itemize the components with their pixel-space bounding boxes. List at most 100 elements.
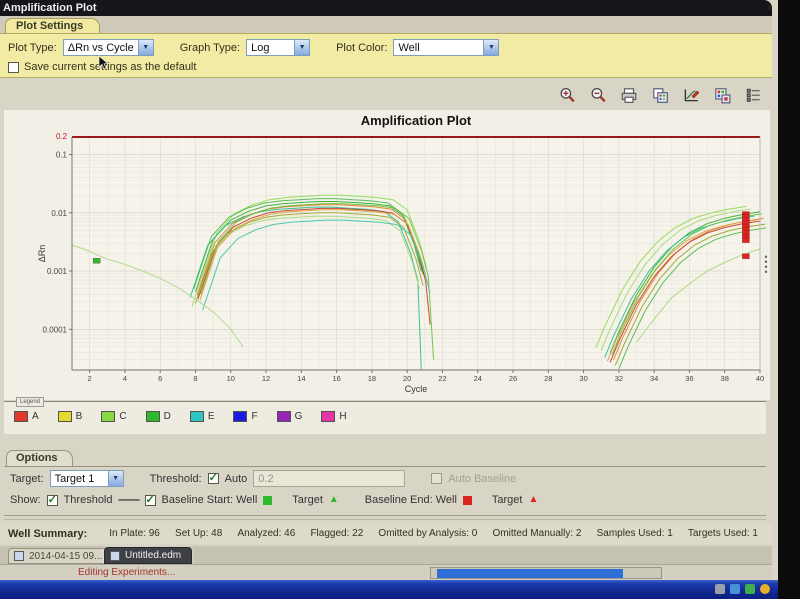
- svg-text:6: 6: [158, 374, 162, 383]
- auto-baseline-label: Auto Baseline: [448, 472, 517, 485]
- chevron-down-icon: ▼: [294, 40, 310, 55]
- graph-type-label: Graph Type:: [179, 41, 241, 54]
- auto-threshold-checkbox[interactable]: [207, 471, 219, 484]
- zoom-out-icon[interactable]: [589, 86, 607, 104]
- baseline-end-target-label: Target: [491, 494, 523, 506]
- threshold-label: Threshold:: [149, 472, 202, 485]
- legend-item-A[interactable]: A: [14, 411, 39, 422]
- tab-options[interactable]: Options: [6, 450, 73, 466]
- os-taskbar[interactable]: [0, 580, 800, 599]
- tab-untitled-edm-active[interactable]: Untitled.edm: [104, 547, 193, 564]
- splitter-handle[interactable]: • • • •: [764, 252, 768, 277]
- svg-text:22: 22: [438, 374, 446, 383]
- chevron-down-icon: ▼: [483, 40, 499, 55]
- show-threshold-checkbox[interactable]: [46, 493, 58, 506]
- baseline-start-target-label: Target: [292, 494, 323, 506]
- legend-item-G[interactable]: G: [276, 411, 302, 422]
- options-row-show: Show: Threshold —— Baseline Start: Well …: [10, 493, 539, 507]
- target-select[interactable]: Target 1 ▼: [49, 470, 124, 487]
- options-row-threshold: Target: Target 1 ▼ Threshold: Auto Auto …: [10, 470, 516, 487]
- legend-item-F[interactable]: F: [233, 411, 258, 422]
- svg-text:Cycle: Cycle: [405, 384, 428, 394]
- show-label: Show:: [10, 494, 41, 506]
- tray-icon[interactable]: [745, 584, 755, 594]
- svg-text:30: 30: [579, 374, 587, 383]
- system-tray[interactable]: [715, 584, 770, 594]
- monitor-bezel: [778, 0, 800, 599]
- well-color-swatch: [321, 411, 336, 422]
- legend-items: A B C D E F G H: [14, 411, 347, 422]
- legend-item-E[interactable]: E: [189, 411, 214, 422]
- collapse-panel-icon[interactable]: ‹: [768, 2, 772, 14]
- legend-item-B[interactable]: B: [57, 411, 82, 422]
- summary-stat: Set Up: 48: [175, 528, 223, 539]
- window-titlebar: Amplification Plot: [0, 0, 772, 16]
- editing-status-text: Editing Experiments...: [78, 567, 176, 578]
- svg-text:0.01: 0.01: [51, 209, 67, 218]
- show-threshold-label: Threshold: [63, 494, 113, 506]
- legend-item-H[interactable]: H: [321, 411, 347, 422]
- well-color-swatch: [101, 411, 116, 422]
- progress-fill: [437, 569, 623, 578]
- well-color-swatch: [233, 411, 248, 422]
- chevron-down-icon: ▼: [107, 471, 123, 486]
- plot-settings-panel: Plot Type: ΔRn vs Cycle ▼ Graph Type: Lo…: [0, 33, 772, 78]
- status-bar: Editing Experiments...: [0, 564, 772, 580]
- plot-type-label: Plot Type:: [8, 41, 57, 54]
- save-default-checkbox[interactable]: [8, 61, 19, 73]
- well-color-swatch: [276, 411, 291, 422]
- svg-text:12: 12: [262, 374, 270, 383]
- svg-text:32: 32: [615, 374, 623, 383]
- well-summary-label: Well Summary:: [8, 527, 88, 540]
- summary-stat: Samples Used: 1: [596, 528, 673, 539]
- zoom-in-icon[interactable]: [558, 86, 576, 104]
- legend-item-D[interactable]: D: [145, 411, 171, 422]
- divider: [4, 515, 766, 516]
- target-label: Target:: [10, 472, 44, 485]
- well-summary-stats: In Plate: 96 Set Up: 48 Analyzed: 46 Flagge…: [109, 528, 758, 539]
- threshold-value-field[interactable]: [253, 470, 406, 487]
- svg-text:36: 36: [685, 374, 693, 383]
- chart-canvas[interactable]: 0.22 4 6 8 10 12 14 16 18 20 22 24 26 28 30 32 34 36 38 400…: [36, 110, 766, 398]
- svg-text:0.001: 0.001: [47, 267, 68, 276]
- print-icon[interactable]: [620, 86, 638, 104]
- progress-bar: [430, 567, 662, 579]
- well-color-swatch: [14, 411, 28, 422]
- tray-icon[interactable]: [760, 584, 770, 594]
- plot-settings-tabstrip: Plot Settings: [0, 16, 772, 34]
- amplification-chart[interactable]: 0.2 2 4 6 8 10 12 14 16 18 20 22 24 26 28 30 32 34 36 38 40 0…: [4, 110, 770, 400]
- svg-text:0.0001: 0.0001: [43, 325, 68, 334]
- plot-type-select[interactable]: ΔRn vs Cycle ▼: [62, 39, 154, 56]
- legend-caption: Legend: [16, 397, 45, 407]
- baseline-start-target-marker: ▲: [328, 494, 339, 505]
- svg-text:16: 16: [332, 374, 340, 383]
- document-tabbar: 2014-04-15 09... × Untitled.edm: [0, 546, 772, 564]
- well-legend: Legend A B C D E F G H: [4, 397, 766, 434]
- svg-text:24: 24: [474, 374, 482, 383]
- legend-item-C[interactable]: C: [101, 411, 127, 422]
- svg-text:0.1: 0.1: [56, 151, 68, 160]
- baseline-start-well-swatch: [263, 495, 273, 505]
- tab-plot-settings[interactable]: Plot Settings: [5, 18, 101, 34]
- summary-stat: In Plate: 96: [109, 528, 160, 539]
- tray-icon[interactable]: [730, 584, 740, 594]
- edit-plot-icon[interactable]: [682, 86, 700, 104]
- svg-text:8: 8: [193, 374, 197, 383]
- svg-text:0.2: 0.2: [56, 132, 68, 141]
- document-icon: [14, 551, 24, 561]
- tray-icon[interactable]: [715, 584, 725, 594]
- graph-type-select[interactable]: Log ▼: [246, 39, 311, 56]
- svg-text:2: 2: [88, 374, 92, 383]
- plot-color-select[interactable]: Well ▼: [393, 39, 500, 56]
- baseline-end-target-marker: ▲: [528, 494, 539, 505]
- chevron-down-icon: ▼: [137, 40, 153, 55]
- export-plate-icon[interactable]: [713, 86, 731, 104]
- show-baseline-checkbox[interactable]: [144, 493, 156, 506]
- tab-experiment-dated[interactable]: 2014-04-15 09... ×: [8, 548, 120, 564]
- copy-plate-icon[interactable]: [651, 86, 669, 104]
- threshold-line-sample: ——: [118, 494, 140, 506]
- options-divider: [4, 466, 766, 467]
- legend-list-icon[interactable]: [744, 86, 762, 104]
- auto-baseline-checkbox[interactable]: [431, 473, 443, 484]
